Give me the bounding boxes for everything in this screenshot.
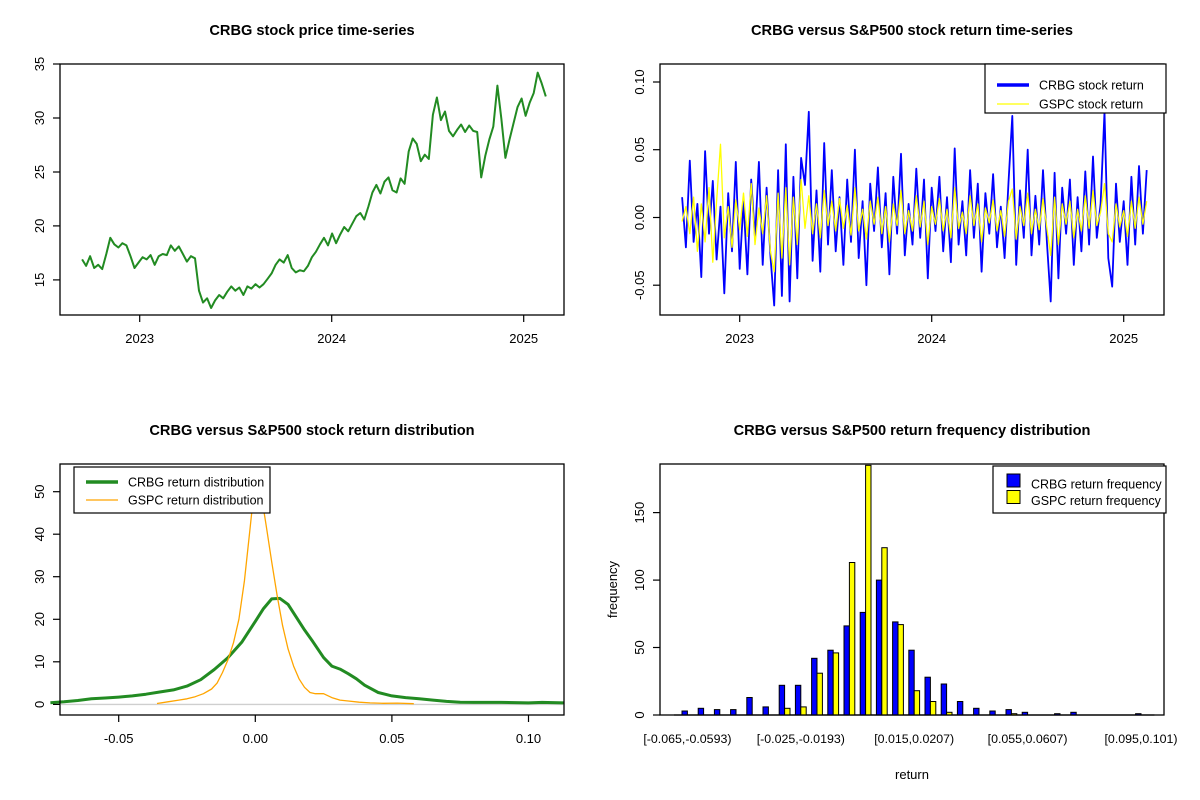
legend-label: CRBG stock return bbox=[1039, 79, 1144, 93]
bin-label: [-0.065,-0.0593) bbox=[643, 732, 731, 746]
x-tick-label: 2024 bbox=[317, 331, 346, 346]
crbg-return-line bbox=[681, 110, 1148, 307]
y-tick-label: 30 bbox=[32, 569, 47, 583]
y-tick-label: 20 bbox=[32, 219, 47, 233]
y-tick-label: 0 bbox=[632, 711, 647, 718]
returns-chart: 2023 2024 2025 -0.05 0.00 0.05 0.10 CRBG stock … bbox=[632, 63, 1167, 346]
crbg-frequency-bars bbox=[940, 683, 948, 716]
crbg-frequency-bars bbox=[827, 649, 834, 716]
crbg-frequency-bars bbox=[713, 709, 721, 716]
bin-label: [0.055,0.0607) bbox=[988, 732, 1068, 746]
y-tick-label: 150 bbox=[632, 502, 647, 524]
crbg-frequency-bars bbox=[859, 611, 867, 716]
gspc-return-line bbox=[681, 143, 1148, 273]
crbg-frequency-bars bbox=[697, 707, 705, 716]
crbg-frequency-bars bbox=[924, 676, 931, 716]
crbg-density-curve bbox=[50, 596, 565, 705]
crbg-frequency-bars bbox=[1005, 709, 1012, 716]
price-chart-title: CRBG stock price time-series bbox=[209, 23, 415, 39]
y-tick-label: 40 bbox=[32, 527, 47, 541]
crbg-frequency-bars bbox=[973, 707, 980, 716]
density-chart: -0.05 0.00 0.05 0.10 0 10 20 30 40 50 CRBG return … bbox=[32, 463, 565, 746]
histogram-chart: [-0.065,-0.0593) [-0.025,-0.0193) [0.015,0… bbox=[605, 463, 1178, 782]
y-tick-label: 100 bbox=[632, 569, 647, 591]
y-tick-label: 50 bbox=[632, 640, 647, 654]
x-tick-label: 2025 bbox=[509, 331, 538, 346]
returns-chart-panel: CRBG versus S&P500 stock return time-ser… bbox=[600, 0, 1200, 400]
x-tick-label: 2023 bbox=[725, 331, 754, 346]
gspc-frequency-bars bbox=[816, 672, 823, 716]
crbg-frequency-bars bbox=[875, 579, 883, 716]
y-tick-label: 50 bbox=[32, 484, 47, 498]
y-tick-label: 0.00 bbox=[632, 205, 647, 230]
plot-box bbox=[59, 63, 565, 316]
x-tick-label: 0.10 bbox=[516, 731, 541, 746]
crbg-frequency-bars bbox=[892, 621, 899, 716]
gspc-frequency-bars bbox=[832, 652, 840, 716]
gspc-frequency-bars bbox=[848, 562, 856, 716]
gspc-frequency-bars bbox=[913, 690, 921, 716]
gspc-frequency-bars bbox=[800, 706, 807, 716]
plot-box bbox=[59, 463, 565, 716]
price-chart-panel: CRBG stock price time-series 2023 2024 202… bbox=[0, 0, 600, 400]
legend-box bbox=[984, 63, 1167, 114]
x-tick-label: -0.05 bbox=[104, 731, 134, 746]
x-tick-label: 2025 bbox=[1109, 331, 1138, 346]
crbg-frequency-bars bbox=[746, 697, 753, 716]
x-tick-label: 0.00 bbox=[243, 731, 268, 746]
crbg-frequency-bars bbox=[956, 701, 964, 716]
plot-box bbox=[659, 63, 1165, 316]
histogram-chart-panel: CRBG versus S&P500 return frequency dist… bbox=[600, 400, 1200, 800]
crbg-frequency-bars bbox=[794, 684, 802, 716]
histogram-chart-title: CRBG versus S&P500 return frequency dist… bbox=[733, 423, 1091, 439]
plot-box bbox=[659, 463, 1165, 716]
y-tick-label: 30 bbox=[32, 111, 47, 125]
legend-label: CRBG return distribution bbox=[128, 476, 264, 490]
crbg-price-line bbox=[81, 71, 547, 309]
gspc-frequency-bars bbox=[784, 707, 791, 716]
y-tick-label: 0.05 bbox=[632, 137, 647, 162]
y-tick-label: 0.10 bbox=[632, 69, 647, 94]
y-tick-label: 35 bbox=[32, 57, 47, 71]
y-tick-label: 10 bbox=[32, 655, 47, 669]
returns-chart-title: CRBG versus S&P500 stock return time-ser… bbox=[750, 23, 1073, 39]
x-tick-label: 2024 bbox=[917, 331, 946, 346]
crbg-frequency-bars bbox=[730, 709, 737, 716]
legend-label: GSPC return distribution bbox=[128, 494, 264, 508]
gspc-frequency-bars bbox=[881, 547, 888, 716]
y-axis-label: frequency bbox=[605, 560, 620, 618]
y-tick-label: 25 bbox=[32, 165, 47, 179]
crbg-frequency-bars bbox=[843, 625, 850, 716]
gspc-frequency-bars bbox=[929, 701, 937, 716]
density-chart-panel: CRBG versus S&P500 stock return distribu… bbox=[0, 400, 600, 800]
gspc-frequency-bars bbox=[897, 624, 904, 716]
legend-label: CRBG return frequency bbox=[1031, 478, 1162, 492]
x-tick-label: 0.05 bbox=[379, 731, 404, 746]
crbg-frequency-bars bbox=[908, 649, 915, 716]
x-tick-label: 2023 bbox=[125, 331, 154, 346]
legend-square-swatch bbox=[1006, 490, 1021, 504]
y-tick-label: 0 bbox=[32, 701, 47, 708]
y-tick-label: -0.05 bbox=[632, 270, 647, 300]
gspc-frequency-bars bbox=[865, 464, 872, 716]
gspc-density-curve bbox=[156, 478, 414, 705]
bin-label: [0.015,0.0207) bbox=[874, 732, 954, 746]
y-tick-label: 15 bbox=[32, 273, 47, 287]
legend-box bbox=[73, 466, 271, 514]
y-tick-label: 20 bbox=[32, 612, 47, 626]
legend-square-swatch bbox=[1006, 473, 1021, 488]
density-chart-title: CRBG versus S&P500 stock return distribu… bbox=[149, 423, 475, 439]
crbg-frequency-bars bbox=[762, 706, 769, 716]
bin-label: [-0.025,-0.0193) bbox=[757, 732, 845, 746]
legend-label: GSPC return frequency bbox=[1031, 494, 1162, 508]
x-axis-label: return bbox=[895, 767, 929, 782]
crbg-frequency-bars bbox=[811, 657, 818, 716]
legend-box bbox=[992, 465, 1167, 514]
legend-label: GSPC stock return bbox=[1039, 98, 1143, 112]
bin-label: [0.095,0.101) bbox=[1104, 732, 1177, 746]
crbg-frequency-bars bbox=[778, 684, 786, 716]
